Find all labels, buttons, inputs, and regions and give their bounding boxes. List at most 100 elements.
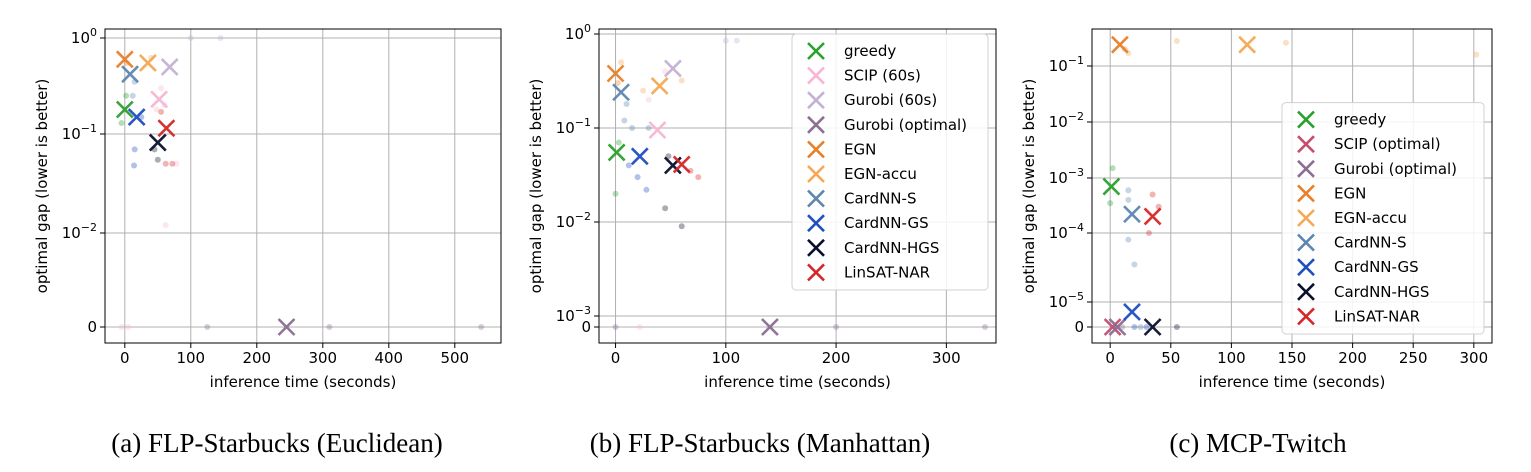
legend-label: CardNN-GS (1334, 258, 1419, 276)
y-tick-label: 10−3 (556, 304, 591, 325)
legend-label: LinSAT-NAR (1334, 307, 1420, 325)
x-tick-label: 400 (374, 349, 403, 367)
marker-gurobi-60s- (160, 57, 179, 76)
legend-label: EGN-accu (844, 165, 917, 183)
marker-stroke (121, 65, 139, 84)
marker-gurobi-60s- (663, 59, 682, 78)
legend-marker (807, 66, 825, 85)
marker-stroke (1297, 233, 1315, 252)
marker-stroke (160, 57, 179, 76)
faint-point (678, 77, 685, 84)
marker-stroke (150, 90, 169, 109)
legend-frame (1281, 102, 1485, 335)
y-tick-label: 10−2 (62, 221, 97, 242)
x-tick-label: 200 (1338, 349, 1367, 367)
faint-point (125, 324, 132, 330)
faint-point (129, 92, 136, 99)
marker-stroke (663, 59, 682, 78)
marker-egn-accu (650, 77, 669, 95)
faint-point (123, 92, 130, 99)
marker-stroke (115, 100, 134, 119)
faint-point (678, 223, 685, 230)
marker-stroke (1143, 318, 1162, 336)
faint-point (1109, 165, 1116, 172)
y-tick-label: 10−1 (1049, 54, 1084, 75)
legend-label: EGN-accu (1334, 209, 1407, 227)
faint-point (326, 324, 333, 330)
y-tick-label: 100 (71, 26, 97, 47)
legend-marker (1297, 159, 1315, 178)
faint-point (1149, 191, 1156, 198)
panel-caption: (b) FLP-Starbucks (Manhattan) (590, 428, 930, 458)
points-layer (115, 35, 485, 336)
legend-marker (1297, 135, 1315, 154)
marker-stroke (612, 83, 630, 102)
marker-stroke (606, 64, 625, 83)
legend-marker (807, 263, 825, 282)
faint-point (1145, 230, 1152, 236)
legend-label: EGN (844, 140, 876, 158)
y-tick-label: 0 (581, 318, 591, 336)
marker-stroke (1143, 207, 1162, 226)
x-tick-label: 0 (120, 349, 130, 367)
y-tick-label: 10−3 (1049, 166, 1084, 187)
legend: greedy SCIP (60s) Gurobi (60s) Gurobi (opti… (791, 33, 989, 291)
faint-point (1173, 324, 1180, 330)
faint-point (833, 324, 840, 330)
faint-point (623, 101, 630, 108)
marker-stroke (277, 318, 296, 336)
marker-cardnn-hgs (148, 133, 167, 152)
marker-stroke (807, 115, 825, 134)
faint-point (629, 125, 636, 131)
x-tick-label: 300 (308, 349, 337, 367)
faint-point (162, 222, 169, 229)
faint-point (722, 37, 729, 44)
x-tick-label: 250 (1399, 349, 1428, 367)
legend-label: CardNN-HGS (1334, 283, 1429, 301)
faint-point (1131, 261, 1138, 268)
marker-cardnn-s (121, 65, 139, 84)
faint-point (695, 174, 702, 181)
marker-egn-accu (1238, 35, 1257, 54)
faint-point (615, 139, 622, 146)
x-tick-label: 150 (1278, 349, 1307, 367)
legend-label: CardNN-S (1334, 234, 1406, 252)
legend-marker (1297, 110, 1315, 129)
faint-point (662, 205, 669, 212)
legend-marker (807, 214, 825, 233)
y-tick-label: 100 (565, 22, 591, 43)
panel-caption: (c) MCP-Twitch (1169, 428, 1347, 458)
marker-stroke (138, 54, 157, 72)
y-axis-label: optimal gap (lower is better) (33, 79, 51, 294)
marker-scip-optimal- (1103, 318, 1122, 336)
faint-point (173, 160, 180, 167)
marker-stroke (630, 147, 649, 166)
marker-stroke (1110, 35, 1129, 54)
marker-scip-60s- (648, 121, 667, 140)
faint-point (643, 186, 650, 193)
marker-stroke (1297, 282, 1315, 301)
marker-stroke (807, 165, 825, 183)
legend-label: Gurobi (optimal) (1334, 160, 1457, 178)
marker-stroke (127, 108, 146, 127)
marker-cardnn-gs (127, 108, 146, 127)
marker-stroke (1297, 307, 1315, 326)
faint-point (640, 87, 647, 94)
marker-stroke (157, 119, 176, 138)
faint-point (612, 190, 619, 197)
faint-point (636, 324, 643, 330)
faint-point (1473, 51, 1480, 58)
legend-marker (807, 42, 825, 60)
legend-marker (1297, 184, 1315, 203)
y-tick-label: 10−5 (1049, 290, 1084, 311)
faint-point (204, 324, 211, 330)
marker-stroke (1103, 318, 1122, 336)
marker-scip-60s- (150, 90, 169, 109)
marker-stroke (807, 189, 825, 208)
legend-marker (807, 189, 825, 208)
marker-cardnn-gs (1123, 303, 1141, 321)
y-tick-label: 10−1 (62, 122, 97, 143)
marker-stroke (1123, 303, 1141, 321)
faint-point (217, 35, 224, 41)
